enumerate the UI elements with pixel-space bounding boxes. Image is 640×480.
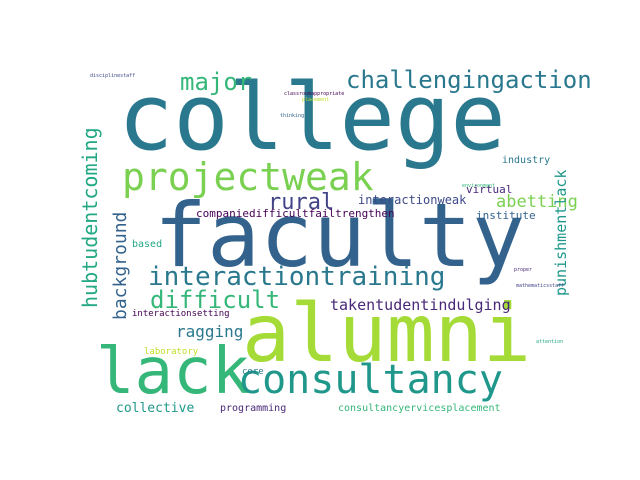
word-collective: collective	[116, 401, 195, 416]
word-lack: lack	[96, 335, 251, 409]
word-rural: rural	[268, 190, 335, 215]
word-placement: placement	[302, 97, 330, 103]
word-based: based	[132, 239, 163, 250]
word-takentudentindulging: takentudentindulging	[330, 296, 511, 314]
word-environment: environment	[462, 183, 496, 189]
word-consultancy: consultancy	[238, 357, 503, 403]
word-virtual: virtual	[466, 183, 513, 196]
word-industry: industry	[502, 155, 551, 166]
word-punishmentlack: punishmentlack	[552, 169, 570, 296]
word-companies: companiedifficultfailtrengthen	[196, 207, 395, 220]
word-ragging: ragging	[176, 322, 244, 341]
word-hubtudentcoming: hubtudentcoming	[78, 127, 102, 308]
word-interactionsetting: interactionsetting	[132, 309, 230, 319]
word-core: core	[242, 367, 264, 377]
word-interactiontraining: interactiontraining	[148, 262, 446, 292]
word-proper: proper	[514, 267, 533, 273]
word-background: background	[110, 211, 131, 320]
word-mathematicsstaff: mathematicsstaff	[516, 283, 565, 289]
word-cloud: college faculty alumni lack consultancy …	[78, 58, 592, 416]
word-major: major	[180, 68, 253, 96]
word-abetting: abetting	[496, 192, 578, 212]
word-thinking: thinking	[280, 113, 305, 119]
word-attention: attention	[536, 339, 564, 345]
word-laboratory: laboratory	[144, 347, 199, 357]
word-interactionweak: interactionweak	[358, 193, 467, 207]
word-disciplinestaff: disciplinestaff	[90, 73, 136, 79]
word-alumni: alumni	[242, 287, 531, 380]
word-institute: institute	[476, 209, 536, 222]
word-programming: programming	[220, 403, 287, 414]
word-classroomappropriate: classroomappropriate	[284, 91, 345, 97]
word-college: college	[118, 64, 506, 171]
word-projectweak: projectweak	[122, 155, 374, 199]
word-difficult: difficult	[150, 286, 281, 314]
word-challengingaction: challengingaction	[346, 66, 592, 94]
word-consultancyservicesplacement: consultancyervicesplacement	[338, 403, 501, 414]
word-faculty: faculty	[154, 184, 525, 287]
